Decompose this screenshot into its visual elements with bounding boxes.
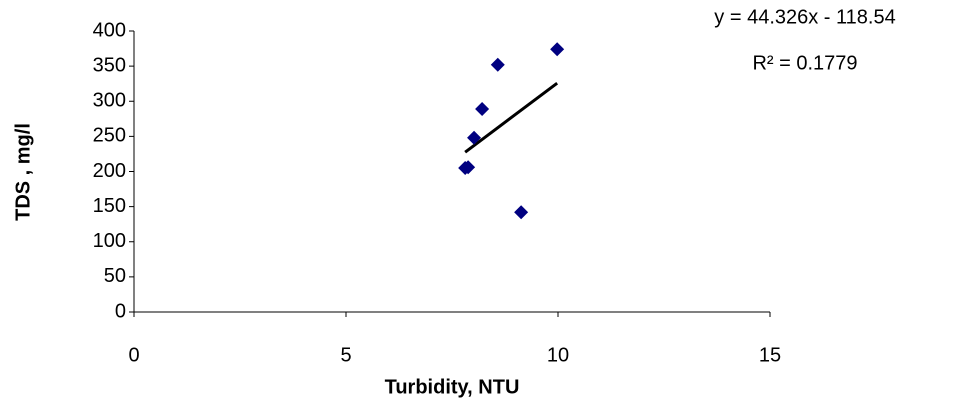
y-tick-label: 150 xyxy=(93,195,126,217)
point xyxy=(550,42,565,57)
y-tick-label: 50 xyxy=(104,265,126,287)
trendline-equation: y = 44.326x - 118.54 xyxy=(714,6,895,28)
point xyxy=(467,130,482,145)
point xyxy=(461,160,476,175)
point xyxy=(475,101,490,116)
y-tick-label: 350 xyxy=(93,54,126,76)
x-tick-label: 0 xyxy=(128,344,139,366)
y-tick-label: 300 xyxy=(93,90,126,112)
y-tick-label: 100 xyxy=(93,230,126,252)
y-axis-title: TDS , mg/l xyxy=(12,123,34,221)
point xyxy=(514,205,529,220)
trendline xyxy=(464,81,559,154)
y-tick-label: 250 xyxy=(93,125,126,147)
y-tick-label: 400 xyxy=(93,19,126,41)
x-tick-label: 5 xyxy=(340,344,351,366)
x-axis-title: Turbidity, NTU xyxy=(385,376,520,398)
y-tick-label: 200 xyxy=(93,160,126,182)
point xyxy=(490,57,505,72)
x-tick-label: 15 xyxy=(759,344,781,366)
r-squared: R² = 0.1779 xyxy=(752,52,857,74)
x-tick-label: 10 xyxy=(547,344,569,366)
y-tick-label: 0 xyxy=(115,300,126,322)
